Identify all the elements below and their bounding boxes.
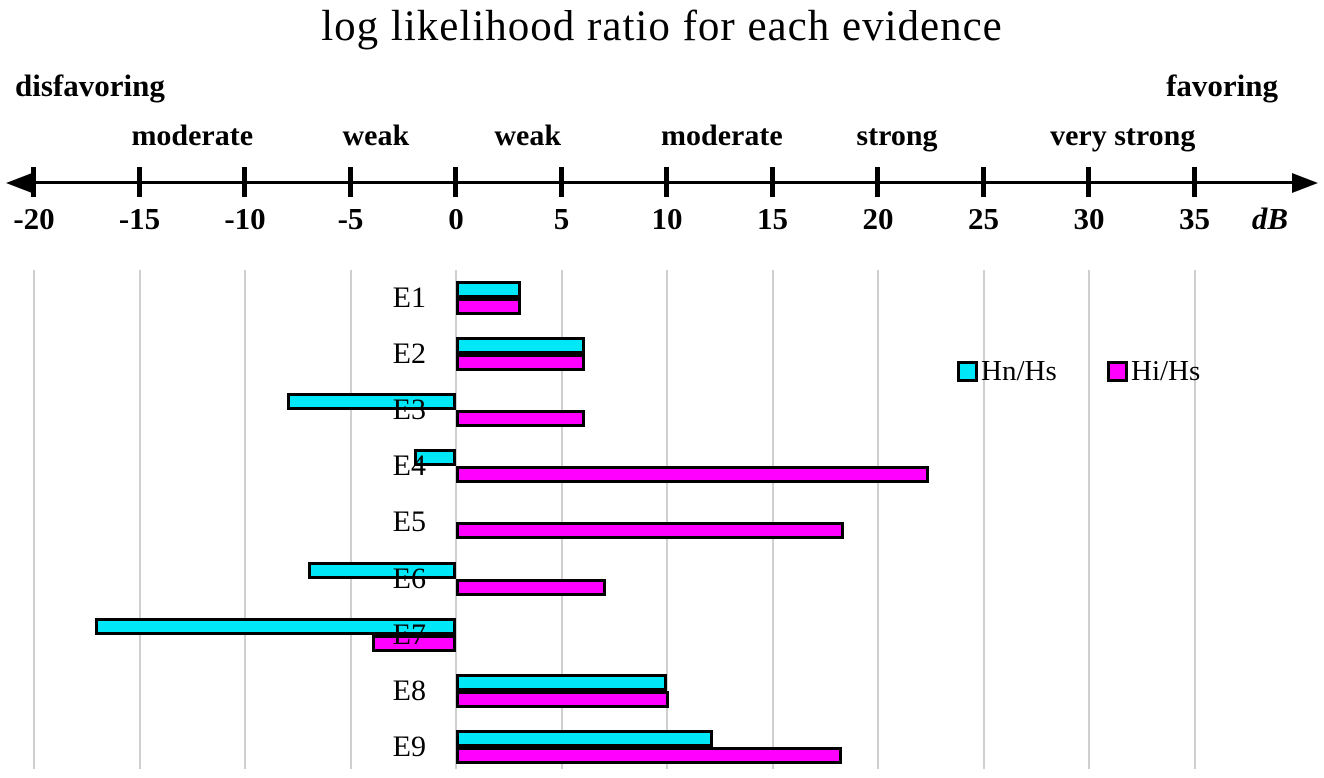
direction-label-disfavoring: disfavoring xyxy=(15,68,165,103)
direction-label-favoring: favoring xyxy=(1166,68,1278,103)
axis-arrow-left-icon xyxy=(6,173,32,193)
axis-tick-label: 20 xyxy=(862,201,894,236)
axis-tick xyxy=(347,167,353,197)
bar-hi-hs-e6 xyxy=(456,578,606,596)
gridline xyxy=(771,270,774,769)
gridline xyxy=(349,270,352,769)
bar-hi-hs-e9 xyxy=(456,747,843,765)
axis-tick xyxy=(558,167,564,197)
strength-zone-label: weak xyxy=(494,119,562,152)
axis-tick xyxy=(769,167,775,197)
axis-tick xyxy=(664,167,669,197)
gridline xyxy=(1088,270,1090,769)
category-label-e1: E1 xyxy=(392,280,426,314)
bar-hi-hs-e7 xyxy=(371,634,456,652)
category-label-e7: E7 xyxy=(392,617,426,651)
axis-unit-label: dB xyxy=(1251,201,1289,236)
gridline xyxy=(666,270,668,769)
axis-tick-label: -10 xyxy=(224,201,266,236)
gridline xyxy=(33,270,35,769)
legend-label-hn-hs: Hn/Hs xyxy=(981,355,1057,387)
axis-tick xyxy=(980,167,986,197)
legend-swatch-hi-hs xyxy=(1107,361,1128,382)
legend-label-hi-hs: Hi/Hs xyxy=(1131,355,1201,387)
axis-tick xyxy=(875,167,880,197)
axis-tick xyxy=(242,167,247,197)
bar-hi-hs-e5 xyxy=(456,522,845,540)
strength-zone-label: moderate xyxy=(131,119,254,152)
gridline xyxy=(1193,270,1196,769)
bar-hn-hs-e6 xyxy=(308,561,456,579)
bar-hi-hs-e8 xyxy=(456,690,670,708)
legend-swatch-hn-hs xyxy=(957,361,978,382)
bar-hi-hs-e1 xyxy=(456,297,522,315)
axis-tick-label: -5 xyxy=(337,201,364,236)
bar-hn-hs-e4 xyxy=(413,449,456,467)
gridline xyxy=(244,270,246,769)
category-label-e4: E4 xyxy=(392,449,426,483)
axis-tick xyxy=(136,167,142,197)
axis-tick-label: 35 xyxy=(1179,201,1210,236)
axis-tick xyxy=(1086,167,1091,197)
category-label-e5: E5 xyxy=(392,505,426,539)
category-label-e6: E6 xyxy=(392,561,426,595)
axis-tick xyxy=(1191,167,1197,197)
axis-tick-label: 5 xyxy=(553,201,570,236)
bar-hn-hs-e1 xyxy=(456,280,522,298)
gridline xyxy=(877,270,879,769)
axis-tick-label: 0 xyxy=(448,201,464,236)
bar-hi-hs-e4 xyxy=(456,466,929,484)
axis-tick-label: -20 xyxy=(13,201,55,236)
gridline xyxy=(138,270,141,769)
category-label-e8: E8 xyxy=(392,673,426,707)
category-label-e9: E9 xyxy=(392,730,426,764)
strength-zone-label: weak xyxy=(342,119,410,152)
bar-hn-hs-e7 xyxy=(95,617,456,635)
strength-zone-label: very strong xyxy=(1050,119,1196,152)
gridline xyxy=(455,270,457,769)
category-label-e2: E2 xyxy=(392,336,426,370)
axis-tick-label: 15 xyxy=(757,201,788,236)
axis-tick xyxy=(453,167,458,197)
axis-tick-label: -15 xyxy=(118,201,161,236)
axis-tick xyxy=(31,167,36,197)
axis-tick-label: 30 xyxy=(1073,201,1105,236)
gridline xyxy=(560,270,563,769)
bar-hn-hs-e9 xyxy=(456,730,714,748)
category-label-e3: E3 xyxy=(392,392,426,426)
strength-zone-label: moderate xyxy=(661,119,783,152)
bar-hn-hs-e2 xyxy=(456,336,585,354)
axis-line xyxy=(18,181,1300,184)
axis-tick-label: 25 xyxy=(968,201,999,236)
strength-zone-label: strong xyxy=(856,119,938,152)
bar-hn-hs-e3 xyxy=(287,392,456,410)
chart-title: log likelihood ratio for each evidence xyxy=(321,3,1003,50)
gridline xyxy=(982,270,985,769)
bar-hi-hs-e3 xyxy=(456,409,585,427)
axis-tick-label: 10 xyxy=(651,201,683,236)
axis-arrow-right-icon xyxy=(1292,173,1318,193)
bar-hn-hs-e8 xyxy=(456,673,667,691)
bar-hi-hs-e2 xyxy=(456,353,585,371)
